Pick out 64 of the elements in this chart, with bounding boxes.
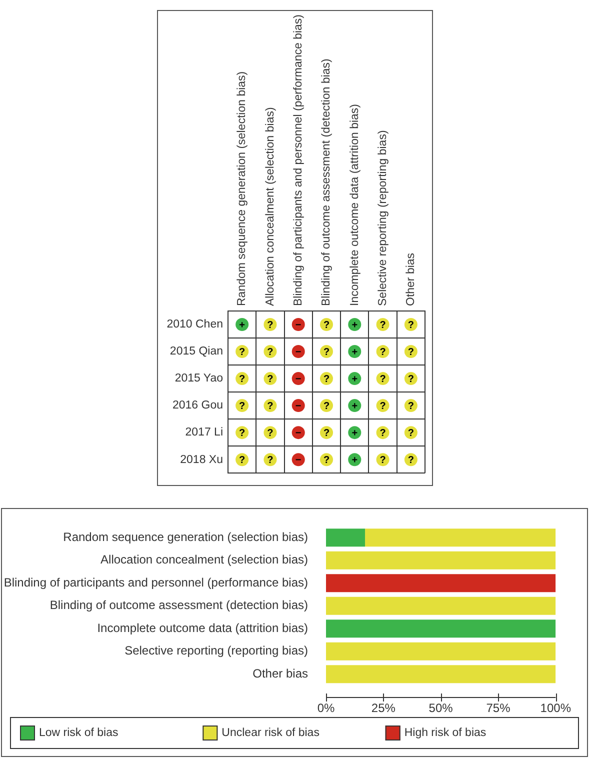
y-tick-label: Random sequence generation (selection bias) <box>63 530 308 544</box>
y-tick-label: 2016 Gou <box>172 400 223 412</box>
text: − <box>295 454 302 466</box>
y-tick-label: 2015 Yao <box>174 372 223 385</box>
x-tick-label: 75% <box>486 701 511 716</box>
text: ? <box>323 454 330 466</box>
text: ? <box>239 428 246 439</box>
text: − <box>295 400 302 412</box>
x-tick-label: 50% <box>428 701 454 716</box>
text: ? <box>323 320 330 331</box>
text: ? <box>380 428 386 439</box>
text: ? <box>323 346 330 358</box>
text: ? <box>323 428 330 439</box>
text: ? <box>239 400 246 412</box>
legend-label: High risk of bias <box>404 727 486 740</box>
text: ? <box>239 374 246 385</box>
text: − <box>295 346 302 358</box>
text: + <box>352 320 358 331</box>
text: ? <box>323 400 330 412</box>
y-tick-label: Selective reporting (reporting bias) <box>124 644 308 658</box>
text: + <box>352 374 358 385</box>
text: ? <box>380 400 386 412</box>
text: ? <box>380 374 386 385</box>
text: ? <box>380 346 386 358</box>
text: ? <box>408 320 414 331</box>
text: + <box>352 346 358 358</box>
text: ? <box>267 320 274 331</box>
text: + <box>352 454 358 466</box>
text: ? <box>267 400 274 412</box>
text: ? <box>267 346 274 358</box>
y-tick-label: 2010 Chen <box>166 318 223 331</box>
legend-label: Unclear risk of bias <box>222 727 320 740</box>
text: ? <box>323 374 330 385</box>
y-tick-label: 2018 Xu <box>180 454 223 466</box>
text: − <box>295 428 302 439</box>
text: ? <box>408 346 414 358</box>
text: ? <box>267 454 274 466</box>
x-tick-label: 0% <box>317 701 335 716</box>
y-tick-label: Blinding of participants and personnel (performance bias) <box>4 575 308 590</box>
legend-label: Low risk of bias <box>39 727 119 740</box>
y-tick-label: Incomplete outcome data (attrition bias) <box>97 620 308 635</box>
y-tick-label: Allocation concealment (selection bias) <box>100 552 308 567</box>
text: ? <box>408 428 414 439</box>
y-tick-label: Other bias <box>252 666 308 680</box>
text: ? <box>239 346 246 358</box>
text: ? <box>380 454 386 466</box>
y-tick-label: 2015 Qian <box>170 346 223 358</box>
x-tick-label: 100% <box>540 701 572 716</box>
text: ? <box>267 428 274 439</box>
y-tick-label: 2017 Li <box>185 426 223 439</box>
text: ? <box>408 400 414 412</box>
text: ? <box>239 454 246 466</box>
text: + <box>239 320 245 331</box>
text: − <box>295 374 302 385</box>
y-tick-label: Blinding of outcome assessment (detection bias) <box>50 598 308 612</box>
x-tick-label: 25% <box>371 701 396 716</box>
x-tick-label: Other bias <box>405 252 418 306</box>
text: + <box>352 400 358 412</box>
text: ? <box>408 454 414 466</box>
text: + <box>352 428 358 439</box>
text: ? <box>267 374 274 385</box>
text: ? <box>380 320 386 331</box>
text: − <box>295 320 302 331</box>
text: ? <box>408 374 414 385</box>
